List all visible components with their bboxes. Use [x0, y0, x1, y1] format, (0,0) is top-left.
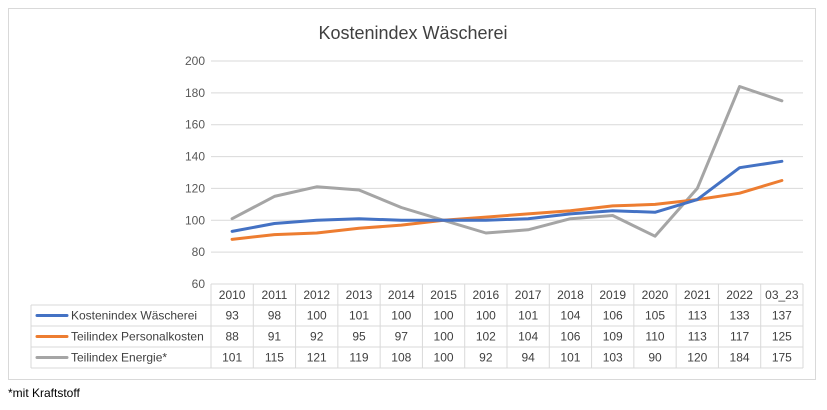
data-table-value: 100	[391, 309, 411, 323]
data-table-value: 105	[645, 309, 665, 323]
chart-title: Kostenindex Wäscherei	[318, 23, 507, 43]
data-table-value: 119	[349, 351, 368, 365]
data-table-value: 117	[730, 330, 749, 344]
data-table-value: 100	[434, 330, 454, 344]
x-category-label: 2017	[515, 288, 542, 302]
x-category-label: 2016	[473, 288, 500, 302]
x-category-label: 2011	[262, 288, 288, 302]
data-table-value: 137	[772, 309, 792, 323]
data-table-value: 106	[603, 309, 623, 323]
data-table-value: 101	[349, 309, 369, 323]
data-table-value: 109	[603, 330, 623, 344]
legend-label: Teilindex Personalkosten	[71, 330, 204, 344]
y-tick-label: 200	[185, 54, 205, 68]
data-table-value: 90	[648, 351, 662, 365]
data-table-value: 121	[307, 351, 327, 365]
y-tick-label: 60	[192, 277, 206, 291]
data-table-value: 88	[225, 330, 239, 344]
x-category-label: 2014	[388, 288, 415, 302]
data-table-value: 102	[476, 330, 496, 344]
data-table-value: 113	[688, 309, 707, 323]
data-table-value: 92	[479, 351, 493, 365]
data-table-value: 104	[518, 330, 538, 344]
x-category-label: 2010	[219, 288, 246, 302]
y-tick-label: 80	[192, 245, 206, 259]
data-table-value: 100	[307, 309, 327, 323]
x-category-label: 2021	[684, 288, 711, 302]
data-table-value: 92	[310, 330, 324, 344]
x-category-label: 2015	[430, 288, 457, 302]
series-line	[230, 159, 784, 233]
data-table-value: 103	[603, 351, 623, 365]
data-table-value: 120	[687, 351, 707, 365]
y-tick-label: 120	[185, 181, 205, 195]
legend-label: Kostenindex Wäscherei	[71, 309, 197, 323]
data-table-value: 97	[395, 330, 409, 344]
data-table-value: 113	[688, 330, 707, 344]
data-table-value: 101	[222, 351, 242, 365]
y-tick-label: 180	[185, 86, 205, 100]
y-tick-label: 140	[185, 150, 205, 164]
data-table-value: 91	[268, 330, 282, 344]
x-category-label: 03_23	[765, 288, 799, 302]
x-category-label: 2019	[599, 288, 626, 302]
data-table-value: 95	[352, 330, 366, 344]
data-table-value: 94	[521, 351, 535, 365]
data-table-value: 108	[391, 351, 411, 365]
y-tick-label: 160	[185, 118, 205, 132]
data-table-value: 125	[772, 330, 792, 344]
x-category-label: 2022	[726, 288, 753, 302]
data-table-value: 101	[518, 309, 538, 323]
footnote: *mit Kraftstoff	[8, 386, 80, 400]
data-table-value: 98	[268, 309, 282, 323]
data-table-value: 110	[645, 330, 664, 344]
data-table-value: 175	[772, 351, 792, 365]
data-table-value: 100	[434, 351, 454, 365]
y-tick-label: 100	[185, 213, 205, 227]
data-table-value: 184	[730, 351, 750, 365]
data-table-value: 101	[560, 351, 580, 365]
legend-label: Teilindex Energie*	[71, 351, 167, 365]
chart-frame: Kostenindex Wäscherei 60 80 100 120 140 160 18…	[8, 8, 816, 380]
data-table-value: 100	[476, 309, 496, 323]
x-category-label: 2013	[346, 288, 373, 302]
data-table-value: 100	[434, 309, 454, 323]
data-table-value: 106	[560, 330, 580, 344]
data-table-value: 104	[560, 309, 580, 323]
line-chart: Kostenindex Wäscherei 60 80 100 120 140 160 18…	[30, 23, 804, 369]
series-line	[230, 85, 784, 238]
x-category-label: 2012	[303, 288, 330, 302]
x-category-label: 2018	[557, 288, 584, 302]
data-table-value: 115	[265, 351, 284, 365]
x-category-label: 2020	[642, 288, 669, 302]
data-table-value: 93	[225, 309, 239, 323]
data-table-value: 133	[730, 309, 750, 323]
